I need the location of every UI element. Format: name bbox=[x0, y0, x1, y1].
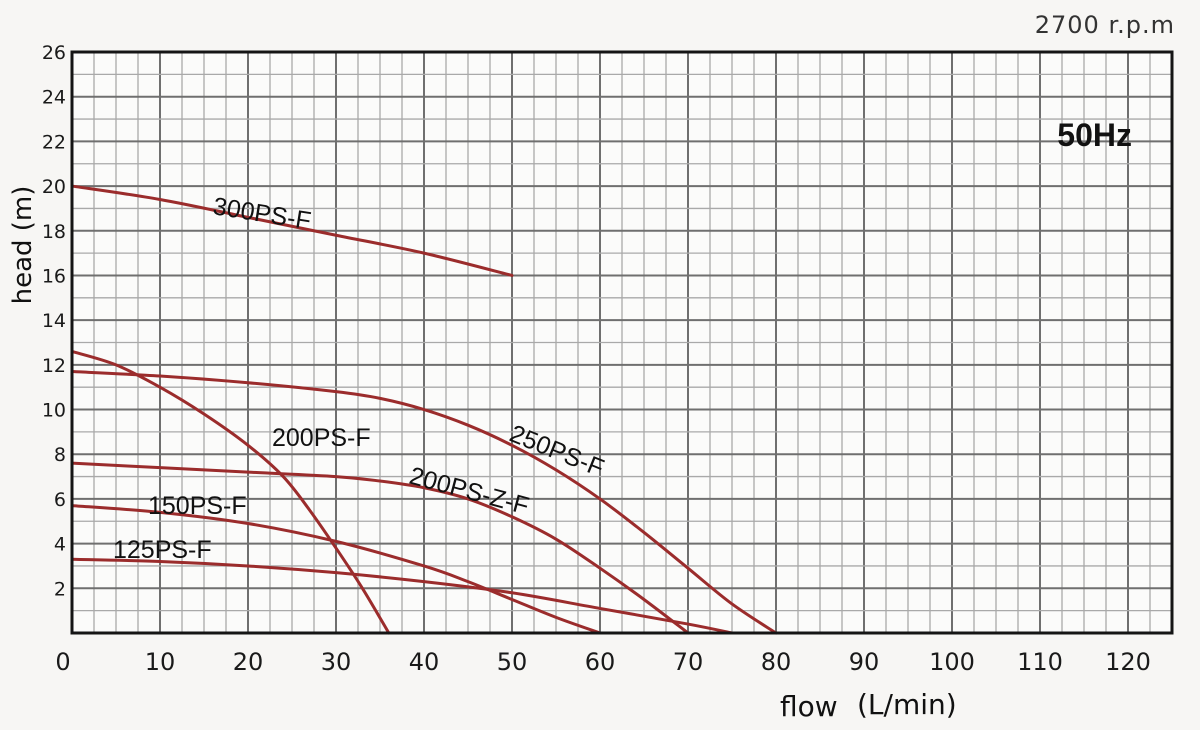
x-tick-label: 0 bbox=[55, 648, 70, 676]
x-tick-label: 120 bbox=[1105, 648, 1151, 676]
series-line-125ps-f bbox=[70, 557, 734, 635]
y-tick-label: 24 bbox=[42, 87, 66, 109]
y-tick-label: 26 bbox=[42, 42, 66, 64]
y-tick-label: 22 bbox=[42, 131, 66, 153]
y-tick-label: 20 bbox=[42, 176, 66, 198]
y-tick-label: 10 bbox=[42, 400, 66, 422]
y-tick-label: 4 bbox=[54, 534, 66, 556]
y-tick-label: 16 bbox=[42, 265, 66, 287]
series-line-250ps-f bbox=[70, 370, 778, 635]
x-tick-label: 10 bbox=[145, 648, 176, 676]
x-tick-label: 100 bbox=[929, 648, 975, 676]
x-tick-label: 40 bbox=[409, 648, 440, 676]
x-tick-label: 80 bbox=[761, 648, 792, 676]
plot-frame bbox=[70, 50, 1174, 635]
y-tick-label: 2 bbox=[54, 578, 66, 600]
x-axis-label: flow bbox=[780, 690, 838, 723]
y-axis-label: head (m) bbox=[8, 186, 38, 305]
series-line-150ps-f bbox=[70, 504, 602, 635]
speed-note: 2700 r.p.m bbox=[1035, 11, 1175, 39]
series-label-125ps-f: 125PS-F bbox=[113, 536, 212, 564]
chart-grid bbox=[72, 52, 1172, 633]
y-tick-label: 8 bbox=[54, 444, 66, 466]
series-line-200ps-z-f bbox=[70, 461, 690, 635]
x-tick-label: 50 bbox=[497, 648, 528, 676]
x-tick-label: 60 bbox=[585, 648, 616, 676]
x-tick-label: 20 bbox=[233, 648, 264, 676]
x-tick-label: 90 bbox=[849, 648, 880, 676]
y-tick-label: 12 bbox=[42, 355, 66, 377]
y-tick-label: 18 bbox=[42, 221, 66, 243]
y-tick-label: 6 bbox=[54, 489, 66, 511]
x-tick-label: 30 bbox=[321, 648, 352, 676]
x-tick-label: 70 bbox=[673, 648, 704, 676]
axis-ticks: 0 10 20 30 40 50 60 70 80 90 100 110 120246810121416… bbox=[42, 42, 1151, 676]
frequency-note: 50Hz bbox=[1057, 117, 1132, 153]
series-line-300ps-f bbox=[70, 184, 514, 277]
x-axis-unit: (L/min) bbox=[857, 688, 957, 721]
series-label-200ps-f: 200PS-F bbox=[272, 424, 371, 452]
series-line-200ps-f bbox=[70, 349, 391, 635]
y-tick-label: 14 bbox=[42, 310, 66, 332]
series-lines bbox=[70, 184, 778, 635]
x-tick-label: 110 bbox=[1017, 648, 1063, 676]
series-label-150ps-f: 150PS-F bbox=[148, 492, 247, 520]
